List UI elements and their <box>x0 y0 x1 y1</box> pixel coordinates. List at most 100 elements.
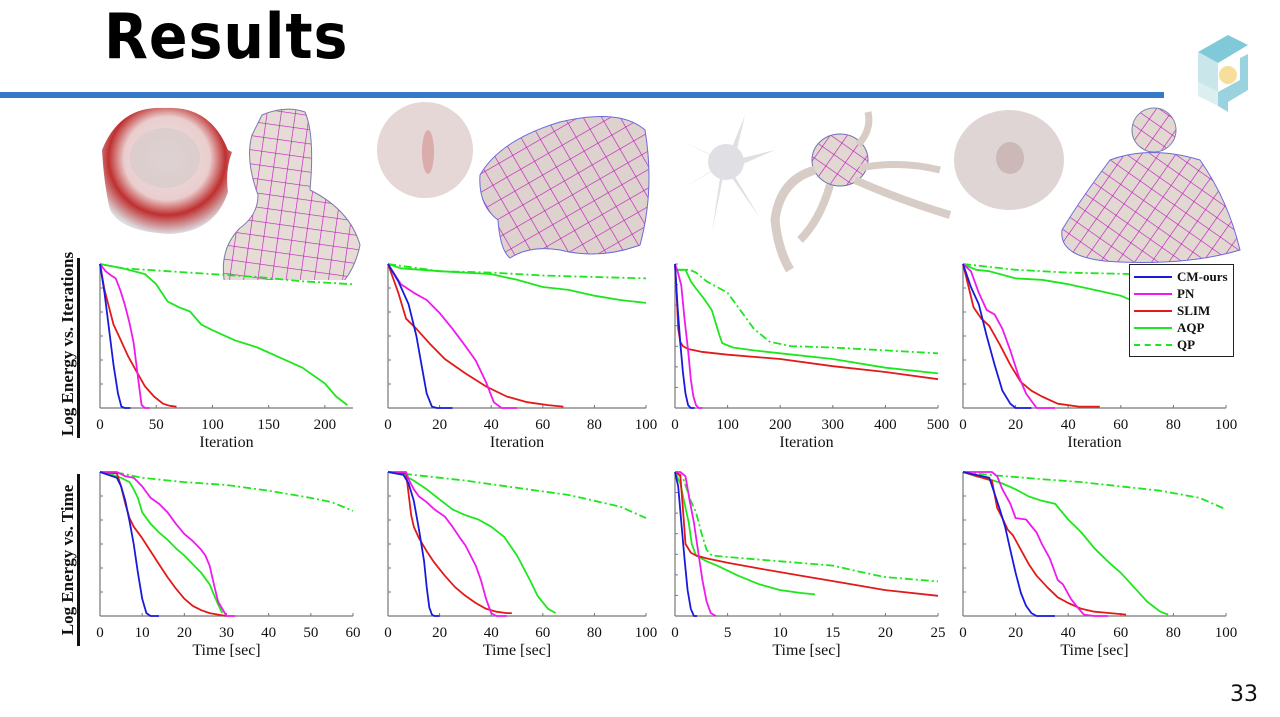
legend-swatch <box>1134 343 1172 346</box>
x-tick-label: 10 <box>135 625 150 641</box>
x-tick-label: 20 <box>432 417 447 433</box>
x-tick-label: 100 <box>1215 417 1238 433</box>
series-line-aqp <box>962 471 1169 616</box>
mesh-octopus-uv <box>680 115 775 232</box>
x-tick-label: 100 <box>1215 625 1238 641</box>
x-tick-label: 500 <box>927 417 950 433</box>
x-tick-label: 60 <box>1113 417 1128 433</box>
series-line-cm-ours <box>99 263 131 409</box>
x-axis-title: Time [sec] <box>483 642 551 659</box>
x-tick-label: 200 <box>769 417 792 433</box>
row-label-time: Log Energy vs. Time <box>58 484 77 636</box>
legend-swatch <box>1134 326 1172 329</box>
series-line-aqp <box>675 268 939 375</box>
legend-swatch <box>1134 309 1172 312</box>
series-line-pn <box>963 471 1108 617</box>
series-line-pn <box>674 263 703 409</box>
series-line-aqp <box>387 471 557 614</box>
row-label-bar-time <box>77 474 80 646</box>
series-line-cm-ours <box>962 263 1032 409</box>
legend-label: PN <box>1177 285 1195 301</box>
mesh-buddha-uv <box>954 110 1064 210</box>
x-tick-label: 200 <box>314 417 337 433</box>
x-tick-label: 5 <box>724 625 732 641</box>
x-tick-label: 40 <box>261 625 276 641</box>
series-line-slim <box>99 263 177 408</box>
x-tick-label: 60 <box>1113 625 1128 641</box>
series-line-slim <box>387 263 564 408</box>
x-tick-label: 100 <box>635 417 658 433</box>
x-axis-title: Time [sec] <box>1060 642 1128 659</box>
x-tick-label: 50 <box>149 417 164 433</box>
series-line-cm-ours <box>962 471 1055 617</box>
series-line-qp <box>99 471 354 512</box>
x-tick-label: 15 <box>825 625 840 641</box>
x-tick-label: 0 <box>384 625 392 641</box>
series-line-pn <box>100 471 235 617</box>
x-tick-label: 10 <box>773 625 788 641</box>
x-tick-label: 40 <box>484 417 499 433</box>
series-line-pn <box>99 263 150 409</box>
x-tick-label: 400 <box>874 417 897 433</box>
legend-label: AQP <box>1177 319 1205 335</box>
x-tick-label: 100 <box>201 417 224 433</box>
x-tick-label: 20 <box>1008 417 1023 433</box>
plot-time-bust: 0 10 20 30 40 50 60 Time [sec] <box>96 471 361 659</box>
x-axis-title: Iteration <box>199 434 253 451</box>
x-tick-label: 80 <box>1166 417 1181 433</box>
series-line-aqp <box>962 263 1135 303</box>
mesh-buddha-model <box>1061 107 1241 263</box>
x-axis-title: Iteration <box>490 434 544 451</box>
plot-iter-octopus: 0 100 200 300 400 500 Iteration <box>671 263 950 451</box>
x-tick-label: 150 <box>257 417 280 433</box>
slide-title: Results <box>104 0 349 73</box>
x-tick-label: 100 <box>716 417 739 433</box>
page-number: 33 <box>1230 682 1258 707</box>
x-axis-title: Iteration <box>1067 434 1121 451</box>
series-line-cm-ours <box>674 471 698 617</box>
series-line-pn <box>388 471 507 617</box>
x-tick-label: 25 <box>931 625 946 641</box>
series-line-slim <box>962 263 1100 408</box>
x-tick-label: 80 <box>587 625 602 641</box>
title-rule <box>0 92 1164 98</box>
series-line-cm-ours <box>674 263 695 409</box>
series-line-cm-ours <box>387 263 453 409</box>
series-line-pn <box>387 263 517 409</box>
series-line-slim <box>674 471 939 597</box>
x-tick-label: 20 <box>432 625 447 641</box>
x-tick-label: 0 <box>671 625 679 641</box>
series-line-qp <box>387 263 647 280</box>
x-tick-label: 30 <box>219 625 234 641</box>
mesh-bust-model <box>222 108 361 280</box>
x-tick-label: 100 <box>635 625 658 641</box>
x-tick-label: 40 <box>1061 417 1076 433</box>
series-line-slim <box>962 471 1127 616</box>
series-line-qp <box>99 263 352 286</box>
legend-label: QP <box>1177 336 1196 352</box>
series-line-pn <box>962 263 1055 409</box>
x-axis-title: Time [sec] <box>772 642 840 659</box>
legend-item-aqp: AQP <box>1134 319 1233 336</box>
series-line-slim <box>387 471 512 615</box>
legend-label: CM-ours <box>1177 268 1228 284</box>
legend-label: SLIM <box>1177 302 1211 318</box>
series-line-cm-ours <box>387 471 440 617</box>
plot-iter-buddha: 0 20 40 60 80 100 Iteration <box>959 263 1238 451</box>
mesh-octopus-model <box>770 111 952 273</box>
mesh-bear-uv <box>377 102 473 198</box>
series-line-qp <box>962 263 1135 275</box>
x-axis-title: Time [sec] <box>192 642 260 659</box>
x-tick-label: 20 <box>878 625 893 641</box>
legend: CM-ours PN SLIM AQP QP <box>1129 264 1234 357</box>
plot-time-buddha: 0 20 40 60 80 100 Time [sec] <box>959 471 1238 659</box>
x-tick-label: 0 <box>96 417 104 433</box>
x-tick-label: 20 <box>1008 625 1023 641</box>
legend-item-cm-ours: CM-ours <box>1134 268 1233 285</box>
series-line-qp <box>962 471 1227 511</box>
row-label-iterations: Log Energy vs. Iterations <box>58 251 77 437</box>
series-line-pn <box>675 471 717 617</box>
plot-time-octopus: 0 5 10 15 20 25 Time [sec] <box>671 471 946 659</box>
legend-item-qp: QP <box>1134 336 1233 353</box>
series-line-qp <box>675 268 939 355</box>
